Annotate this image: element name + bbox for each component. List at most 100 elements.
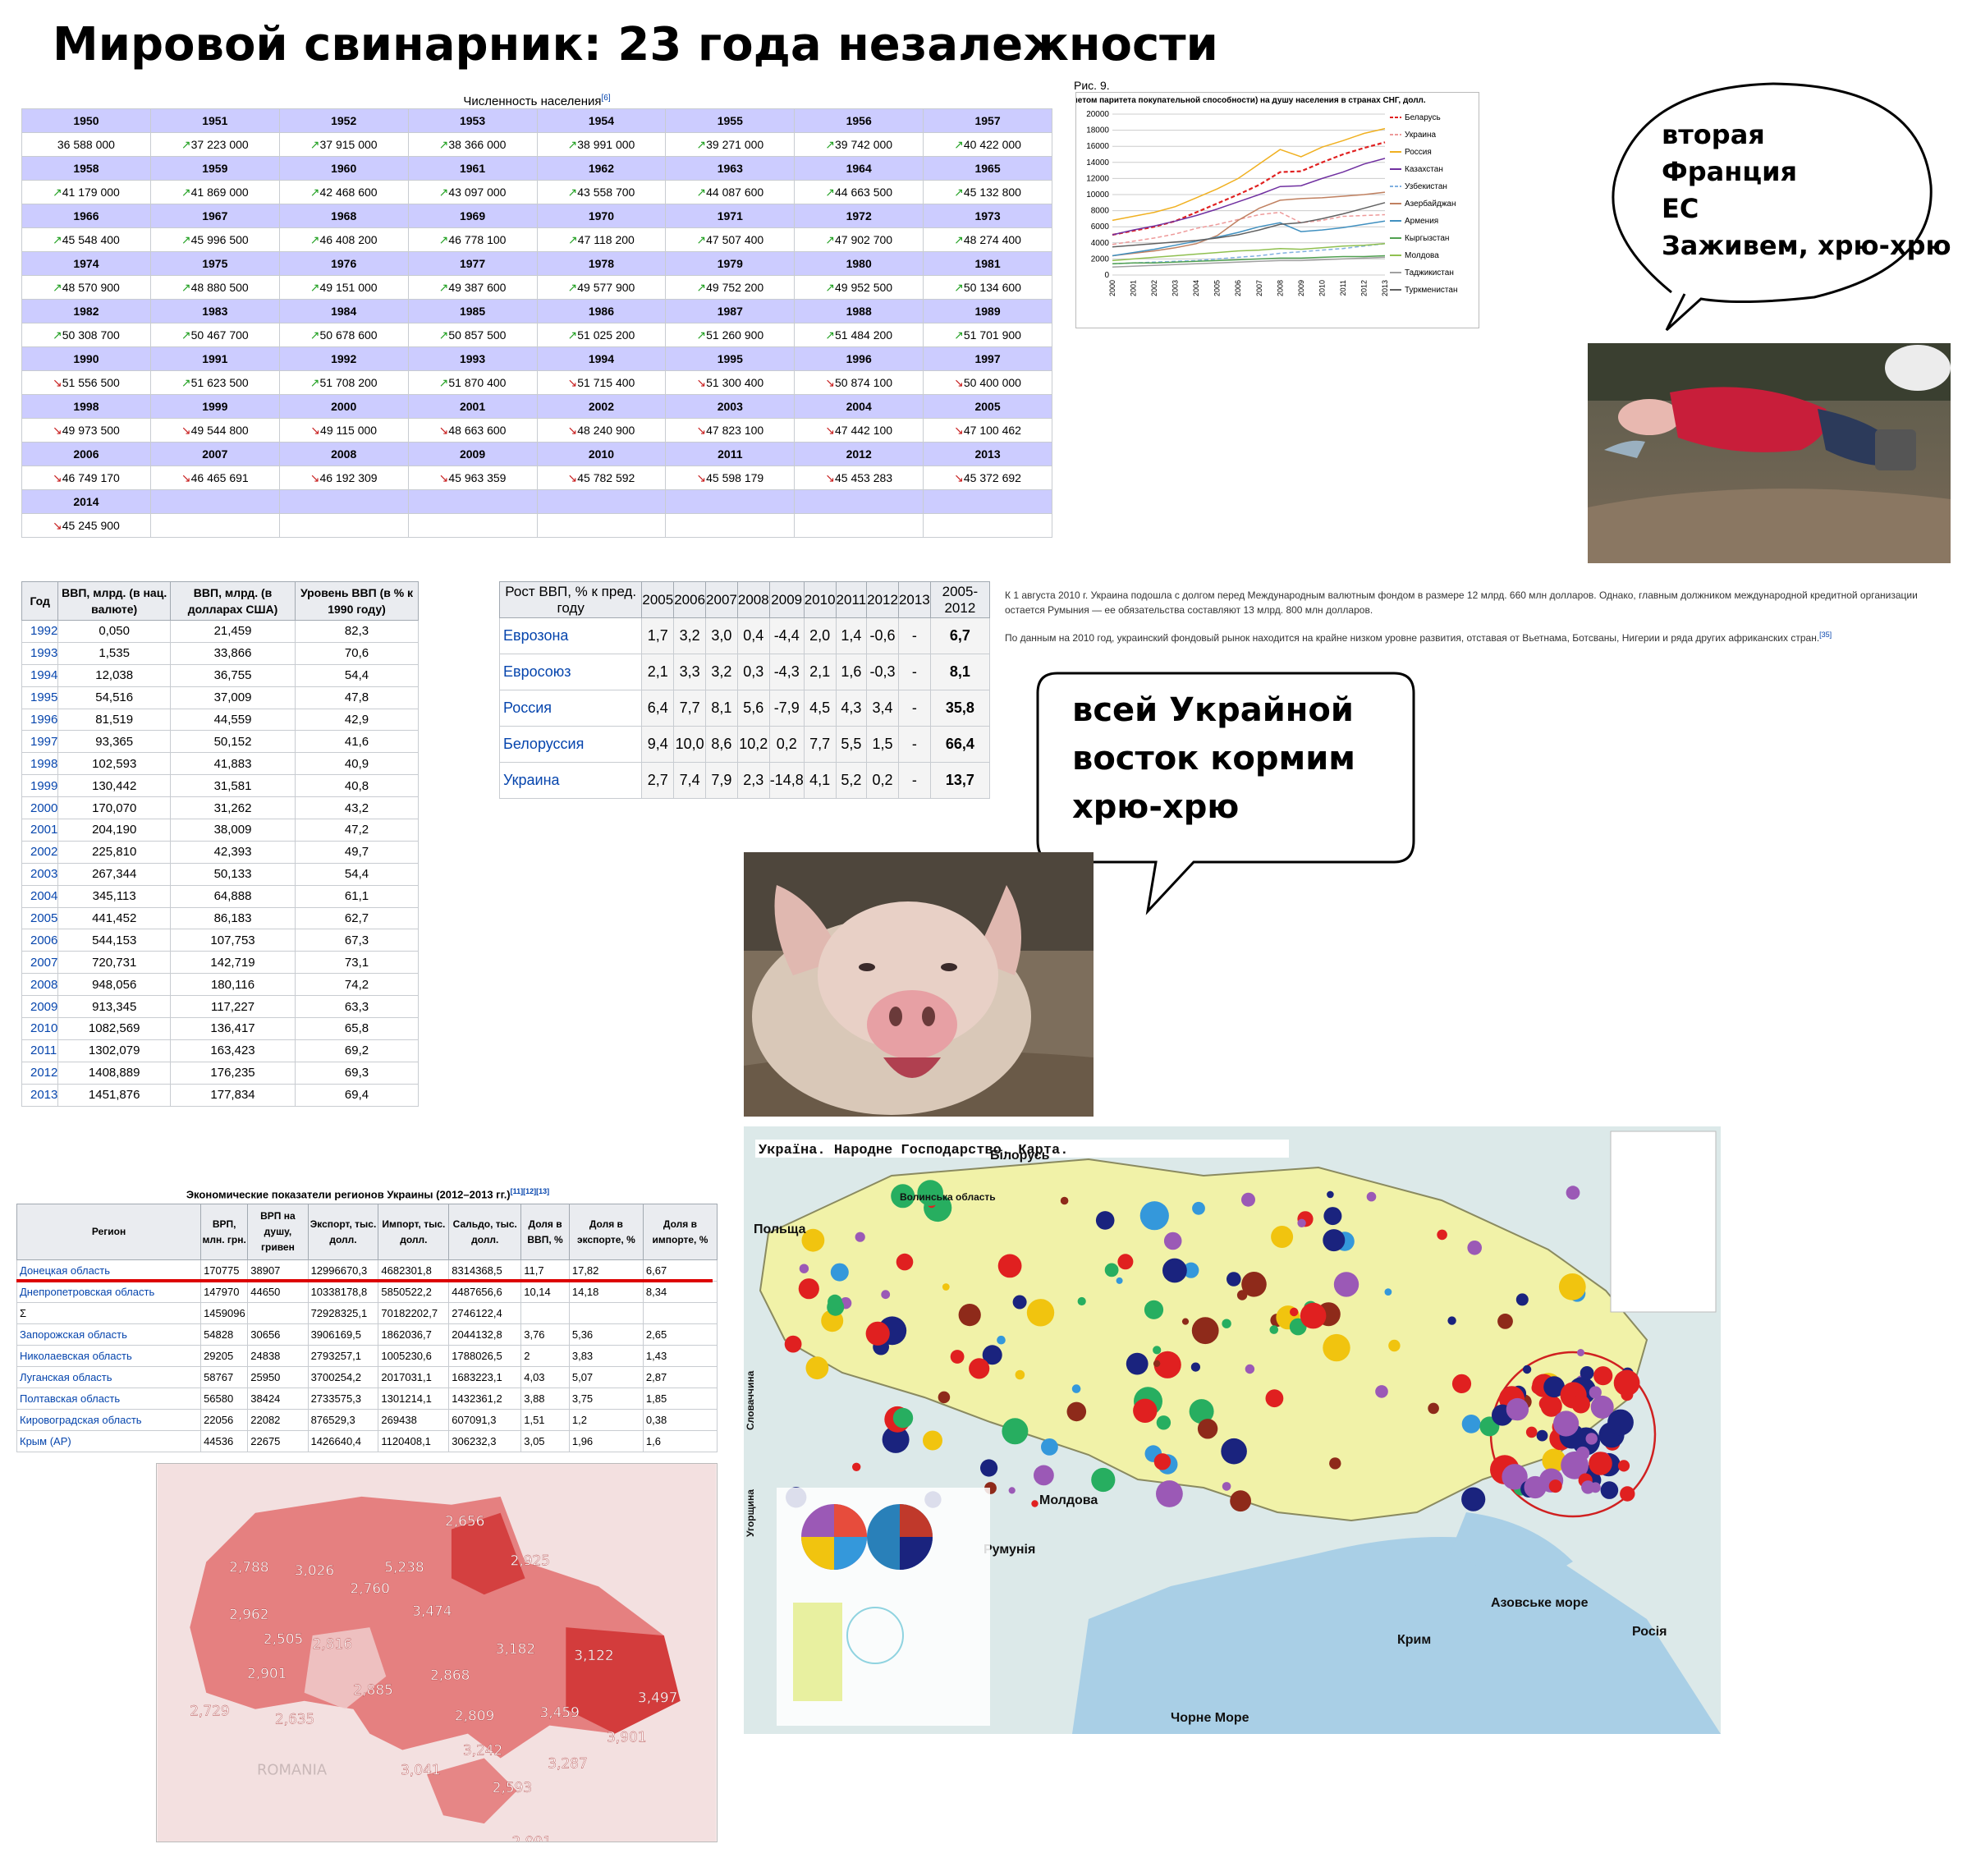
regions-table-cell: 4682301,8 — [378, 1259, 450, 1282]
industry-marker — [1428, 1402, 1439, 1415]
region-link[interactable]: Запорожская область — [16, 1323, 202, 1346]
note-ref[interactable]: [35] — [1819, 631, 1832, 639]
population-year-row: 1966 1967 1968 1969 1970 1971 1972 1973 — [21, 204, 1052, 228]
population-value: 44 663 500 — [835, 185, 893, 199]
industry-marker — [1613, 1369, 1640, 1397]
y-tick-label: 8000 — [1091, 207, 1110, 216]
country-link[interactable]: Евросоюз — [498, 654, 643, 690]
year-link[interactable]: 2007 — [21, 951, 59, 975]
region-link[interactable]: Донецкая область — [16, 1259, 202, 1282]
region-link[interactable]: Крым (АР) — [16, 1430, 202, 1452]
gdp-table-cell: 913,345 — [57, 995, 171, 1019]
table-row: 2005 441,452 86,183 62,7 — [21, 906, 419, 930]
population-year-cell: 1952 — [278, 108, 409, 133]
year-link[interactable]: 2001 — [21, 819, 59, 842]
regions-table-header[interactable]: ВРП на душу, гривен — [247, 1204, 309, 1260]
year-link[interactable]: 2008 — [21, 973, 59, 997]
population-value: 51 715 400 — [577, 375, 635, 389]
speech-bubble-2 — [1036, 672, 1415, 915]
region-link[interactable]: Полтавская область — [16, 1388, 202, 1410]
region-link[interactable]: Днепропетровская область — [16, 1281, 202, 1303]
year-link[interactable]: 2009 — [21, 995, 59, 1019]
population-value: 45 996 500 — [190, 232, 249, 246]
arrow-down-icon: ↘ — [181, 423, 191, 437]
regions-table-header[interactable]: Сальдо, тыс. долл. — [448, 1204, 522, 1260]
growth-table-cell: 7,4 — [673, 762, 707, 799]
population-value-cell — [278, 513, 409, 538]
year-link[interactable]: 1995 — [21, 686, 59, 709]
population-year-cell: 2014 — [21, 489, 151, 514]
growth-table-header: 2005 — [641, 581, 675, 618]
growth-table-header: 2008 — [736, 581, 770, 618]
growth-table-cell: 10,0 — [673, 726, 707, 763]
population-year-cell: 1965 — [923, 156, 1052, 181]
regions-table-header[interactable]: Экспорт, тыс. долл. — [307, 1204, 379, 1260]
year-link[interactable]: 2012 — [21, 1061, 59, 1085]
industry-marker — [1156, 1480, 1183, 1507]
population-year-cell: 1968 — [278, 204, 409, 228]
region-link[interactable]: Кировоградская область — [16, 1409, 202, 1431]
regions-table-header[interactable]: ВРП, млн. грн. — [200, 1204, 249, 1260]
regions-table-header[interactable]: Доля в экспорте, % — [568, 1204, 644, 1260]
industry-marker — [1197, 1419, 1218, 1439]
year-link[interactable]: 2005 — [21, 906, 59, 930]
series-line — [1112, 256, 1386, 268]
region-link[interactable]: Николаевская область — [16, 1345, 202, 1367]
population-value-cell: ↗50 467 700 — [149, 323, 280, 347]
arrow-up-icon: ↗ — [696, 280, 707, 294]
country-link[interactable]: Еврозона — [498, 617, 643, 654]
regions-caption-ref[interactable]: [11][12][13] — [510, 1187, 550, 1195]
growth-table-cell: 3,4 — [866, 690, 899, 727]
y-tick-label: 12000 — [1086, 174, 1109, 183]
regions-table-cell — [247, 1302, 309, 1324]
arrow-down-icon: ↘ — [567, 470, 578, 484]
industry-marker — [1585, 1433, 1598, 1445]
regions-table-cell: 1426640,4 — [307, 1430, 379, 1452]
industry-marker — [1461, 1415, 1481, 1433]
region-value-label: 2,816 — [313, 1635, 352, 1652]
country-link[interactable]: Белоруссия — [498, 726, 643, 763]
gdp-table-cell: 1451,876 — [57, 1083, 171, 1107]
year-link[interactable]: 1993 — [21, 641, 59, 665]
year-link[interactable]: 2003 — [21, 862, 59, 886]
regions-table-cell: 5,07 — [568, 1366, 644, 1388]
year-link[interactable]: 1997 — [21, 730, 59, 754]
regions-table-header[interactable]: Импорт, тыс. долл. — [378, 1204, 450, 1260]
gdp-table-cell: 42,393 — [169, 840, 296, 864]
regions-table-header[interactable]: Доля в ВВП, % — [520, 1204, 570, 1260]
year-link[interactable]: 2004 — [21, 884, 59, 908]
country-link[interactable]: Украина — [498, 762, 643, 799]
population-value: 38 991 000 — [577, 137, 635, 151]
year-link[interactable]: 2011 — [21, 1039, 59, 1062]
population-year-cell: 2009 — [407, 442, 538, 466]
regions-table-header[interactable]: Доля в импорте, % — [642, 1204, 718, 1260]
population-value-cell: ↗51 623 500 — [149, 370, 280, 395]
year-link[interactable]: 1992 — [21, 620, 59, 643]
gdp-table-cell: 544,153 — [57, 929, 171, 952]
regions-table-header[interactable]: Регион — [16, 1204, 202, 1260]
regional-heat-map: 2,656 2,788 3,026 5,238 2,925 2,760 3,474 2,962… — [156, 1463, 718, 1842]
industry-marker — [1190, 1362, 1200, 1372]
region-link[interactable]: Σ — [16, 1302, 202, 1324]
arrow-down-icon: ↘ — [53, 375, 62, 389]
country-link[interactable]: Россия — [498, 690, 643, 727]
year-link[interactable]: 1996 — [21, 708, 59, 732]
region-link[interactable]: Луганская область — [16, 1366, 202, 1388]
year-link[interactable]: 2010 — [21, 1017, 59, 1040]
year-link[interactable]: 2006 — [21, 929, 59, 952]
industry-marker — [1580, 1366, 1594, 1380]
year-link[interactable]: 2013 — [21, 1083, 59, 1107]
map-label: Волинська область — [900, 1191, 996, 1203]
region-value-label: 3,122 — [574, 1647, 613, 1663]
year-link[interactable]: 2000 — [21, 796, 59, 820]
arrow-up-icon: ↗ — [568, 232, 578, 246]
year-link[interactable]: 1998 — [21, 752, 59, 776]
population-ref[interactable]: [6] — [601, 94, 611, 103]
population-value: 45 245 900 — [62, 518, 120, 532]
industry-marker — [1008, 1487, 1016, 1494]
year-link[interactable]: 1994 — [21, 663, 59, 687]
year-link[interactable]: 2002 — [21, 840, 59, 864]
year-link[interactable]: 1999 — [21, 774, 59, 798]
arrow-up-icon: ↗ — [309, 185, 320, 199]
population-value-row: ↘45 245 900 — [21, 513, 1052, 538]
